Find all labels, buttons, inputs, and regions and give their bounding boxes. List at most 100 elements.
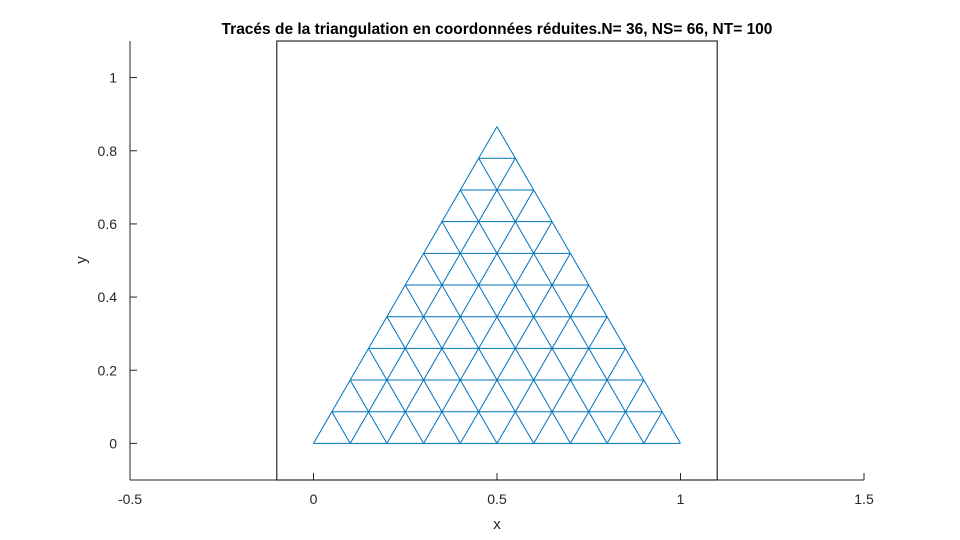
mesh-edge (551, 379, 571, 412)
mesh-edge (423, 316, 443, 349)
mesh-edge (606, 316, 626, 349)
mesh-edge (551, 253, 571, 286)
triangulation-mesh (313, 126, 681, 444)
mesh-edge (533, 189, 553, 222)
mesh-edge (514, 348, 535, 381)
mesh-edge (441, 284, 461, 317)
mesh-edge (514, 379, 535, 412)
mesh-edge (643, 411, 663, 444)
mesh-edge (514, 316, 535, 349)
mesh-edge (496, 158, 516, 191)
mesh-edge (404, 348, 425, 381)
mesh-edge (386, 348, 406, 381)
mesh-edge (588, 284, 608, 317)
mesh-edge (496, 316, 516, 349)
mesh-edge (368, 348, 388, 381)
mesh-edge (514, 411, 535, 444)
mesh-edge (588, 379, 608, 412)
mesh-edge (625, 379, 645, 412)
x-tick-label: 1.5 (854, 491, 874, 507)
mesh-edge (368, 411, 388, 444)
mesh-edge (514, 158, 535, 191)
mesh-edge (496, 126, 516, 159)
mesh-edge (404, 411, 425, 444)
mesh-edge (441, 348, 461, 381)
mesh-edge (569, 253, 590, 286)
mesh-edge (386, 379, 406, 412)
y-axis-label: y (73, 256, 90, 264)
mesh-edge (478, 316, 498, 349)
mesh-edge (588, 316, 608, 349)
mesh-edge (478, 189, 498, 222)
mesh-edge (496, 221, 516, 254)
mesh-edge (588, 348, 608, 381)
mesh-edge (478, 221, 498, 254)
mesh-edge (514, 189, 535, 222)
mesh-edge (349, 411, 369, 444)
mesh-edge (496, 284, 516, 317)
mesh-edge (478, 348, 498, 381)
mesh-edge (478, 126, 498, 159)
mesh-edge (606, 379, 626, 412)
mesh-edge (551, 284, 571, 317)
mesh-edge (404, 253, 425, 286)
mesh-edge (441, 411, 461, 444)
mesh-edge (478, 253, 498, 286)
y-tick-label: 0.4 (98, 289, 118, 305)
mesh-edge (423, 221, 443, 254)
mesh-edge (349, 379, 369, 412)
mesh-edge (551, 348, 571, 381)
mesh-edge (625, 348, 645, 381)
x-tick-label: -0.5 (118, 491, 142, 507)
mesh-edge (459, 189, 480, 222)
mesh-edge (514, 253, 535, 286)
mesh-edge (496, 348, 516, 381)
domain-box (276, 40, 718, 481)
mesh-edge (496, 379, 516, 412)
mesh-edge (404, 284, 425, 317)
y-tick-label: 0.8 (98, 143, 118, 159)
mesh-edge (588, 411, 608, 444)
y-tick-label: 0 (109, 435, 117, 451)
mesh-edge (533, 379, 553, 412)
mesh-edge (423, 379, 443, 412)
mesh-edge (459, 348, 480, 381)
mesh-edge (569, 348, 590, 381)
mesh-edge (478, 411, 498, 444)
mesh-edge (643, 379, 663, 412)
mesh-edge (533, 253, 553, 286)
mesh-edge (514, 221, 535, 254)
mesh-edge (459, 221, 480, 254)
mesh-edge (459, 284, 480, 317)
mesh-edge (533, 411, 553, 444)
mesh-edge (331, 379, 351, 412)
mesh-edge (533, 221, 553, 254)
x-axis-label: x (493, 516, 501, 533)
mesh-edge (331, 411, 351, 444)
mesh-edge (606, 411, 626, 444)
mesh-edge (533, 348, 553, 381)
mesh-edge (441, 379, 461, 412)
mesh-edge (313, 411, 333, 444)
mesh-edge (459, 379, 480, 412)
mesh-edge (441, 189, 461, 222)
y-tick-label: 0.6 (98, 216, 118, 232)
mesh-edge (569, 411, 590, 444)
mesh-edge (496, 189, 516, 222)
y-tick-label: 0.2 (98, 362, 118, 378)
mesh-edge (478, 284, 498, 317)
mesh-edge (606, 348, 626, 381)
mesh-edge (533, 316, 553, 349)
mesh-edge (478, 379, 498, 412)
mesh-edge (533, 284, 553, 317)
mesh-edge (441, 316, 461, 349)
mesh-edge (441, 221, 461, 254)
mesh-edge (441, 253, 461, 286)
x-tick-label: 0 (310, 491, 318, 507)
chart-title: Tracés de la triangulation en coordonnée… (222, 21, 773, 38)
mesh-edge (551, 221, 571, 254)
mesh-edge (459, 253, 480, 286)
mesh-edge (459, 411, 480, 444)
mesh-edge (551, 316, 571, 349)
